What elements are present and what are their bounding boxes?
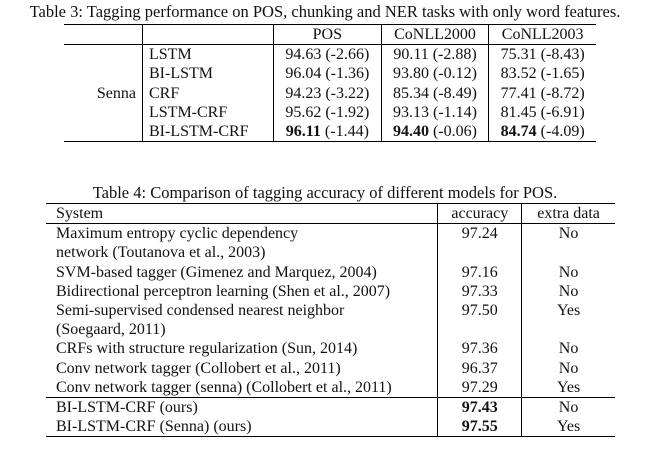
table4-extra: Yes	[556, 302, 581, 320]
table-row: SVM-based tagger (Gimenez and Marquez, 2…	[46, 262, 615, 282]
table3-conll2003: 83.52 (-1.65)	[500, 65, 585, 83]
table-row: BI-LSTM-CRF (ours) 97.43 No	[46, 397, 615, 418]
table3-conll2000: 85.34 (-8.49)	[381, 83, 490, 103]
table4-accuracy: 97.50	[437, 301, 523, 321]
table-row: (Soegaard, 2011)	[46, 320, 615, 340]
table4-system: Conv network tagger (Collobert et al., 2…	[46, 358, 439, 378]
table3-model: CRF	[142, 83, 274, 103]
table4-accuracy: 97.29	[437, 377, 523, 398]
score-delta: (-1.44)	[320, 123, 369, 141]
table3: POS CoNLL2000 CoNLL2003 Senna LSTM 94.63…	[64, 24, 596, 143]
score-delta: (-4.09)	[536, 123, 585, 141]
table3-header-pos: POS	[273, 24, 382, 46]
table4-accuracy: 96.37	[437, 358, 523, 378]
table4-accuracy: 97.43	[437, 397, 523, 418]
table4-accuracy: 97.24	[437, 223, 523, 244]
score-delta: (-0.06)	[429, 123, 477, 141]
table3-caption: Table 3: Tagging performance on POS, chu…	[29, 2, 621, 21]
table4-system: Bidirectional perceptron learning (Shen …	[46, 281, 439, 302]
table3-model: LSTM-CRF	[142, 102, 274, 123]
table3-pos: 96.11 (-1.44)	[273, 122, 382, 142]
table-row: BI-LSTM 96.04 (-1.36) 93.80 (-0.12) 83.5…	[64, 64, 596, 84]
table4-system: network (Toutanova et al., 2003)	[46, 243, 439, 263]
table3-pos: 96.04 (-1.36)	[273, 64, 382, 84]
table4-accuracy: 97.36	[437, 339, 523, 359]
table4-extra: No	[558, 225, 579, 243]
table4-system: (Soegaard, 2011)	[46, 320, 439, 340]
best-score: 94.40	[393, 123, 430, 141]
table3-header-feature	[64, 24, 143, 46]
table4-header-extra: extra data	[521, 203, 615, 225]
best-score: 97.55	[461, 418, 498, 436]
table4-system: BI-LSTM-CRF (ours)	[46, 397, 439, 418]
table4-caption: Table 4: Comparison of tagging accuracy …	[92, 183, 558, 202]
table4-system: BI-LSTM-CRF (Senna) (ours)	[46, 417, 439, 437]
table-row: Conv network tagger (Collobert et al., 2…	[46, 358, 615, 378]
table4-extra: No	[558, 282, 579, 300]
table4-accuracy: 97.55	[437, 417, 523, 437]
table3-model: LSTM	[142, 44, 274, 65]
table-row: Semi-supervised condensed nearest neighb…	[46, 301, 615, 321]
table4: System accuracy extra data Maximum entro…	[46, 203, 615, 438]
table4-extra	[522, 320, 615, 339]
table3-conll2003: 81.45 (-6.91)	[500, 103, 585, 121]
table3-conll2000: 94.40 (-0.06)	[381, 122, 490, 142]
table3-header-conll2003: CoNLL2003	[488, 24, 596, 46]
table4-system: CRFs with structure regularization (Sun,…	[46, 339, 439, 359]
table-row: BI-LSTM-CRF (Senna) (ours) 97.55 Yes	[46, 417, 615, 437]
table3-pos: 95.62 (-1.92)	[273, 102, 382, 123]
table3-conll2000: 93.80 (-0.12)	[381, 64, 490, 84]
table-row: CRF 94.23 (-3.22) 85.34 (-8.49) 77.41 (-…	[64, 83, 596, 103]
table3-conll2003: 77.41 (-8.72)	[500, 84, 585, 102]
table3-model: BI-LSTM-CRF	[142, 122, 274, 142]
table-row: BI-LSTM-CRF 96.11 (-1.44) 94.40 (-0.06) …	[64, 122, 596, 142]
table4-system: Semi-supervised condensed nearest neighb…	[46, 301, 439, 321]
table-row: Conv network tagger (senna) (Collobert e…	[46, 377, 615, 398]
table4-extra: No	[558, 359, 579, 377]
table4-accuracy: 97.33	[437, 281, 523, 302]
table3-feature-group: Senna	[64, 44, 143, 142]
table3-header-model	[142, 24, 274, 46]
best-score: 84.74	[500, 123, 537, 141]
table4-header-accuracy: accuracy	[437, 203, 523, 225]
table4-extra: Yes	[556, 418, 581, 436]
table4-header-system: System	[46, 203, 439, 225]
table-row: CRFs with structure regularization (Sun,…	[46, 339, 615, 359]
best-score: 97.43	[461, 399, 498, 417]
table3-pos: 94.23 (-3.22)	[273, 83, 382, 103]
table3-conll2000: 90.11 (-2.88)	[381, 44, 490, 65]
table-row: Bidirectional perceptron learning (Shen …	[46, 281, 615, 302]
table4-extra: No	[521, 397, 615, 418]
table4-extra: No	[558, 340, 579, 358]
table4-extra: Yes	[556, 378, 581, 396]
table-row: Senna LSTM 94.63 (-2.66) 90.11 (-2.88) 7…	[64, 44, 596, 142]
table3-header-conll2000: CoNLL2000	[381, 24, 490, 46]
best-score: 96.11	[285, 123, 321, 141]
table-row: LSTM-CRF 95.62 (-1.92) 93.13 (-1.14) 81.…	[64, 102, 596, 123]
table4-system: Maximum entropy cyclic dependency	[46, 223, 439, 244]
table-row: network (Toutanova et al., 2003)	[46, 243, 615, 263]
table4-extra	[522, 243, 615, 262]
table4-extra: No	[558, 263, 579, 281]
table4-system: Conv network tagger (senna) (Collobert e…	[46, 377, 439, 398]
table3-conll2000: 93.13 (-1.14)	[381, 102, 490, 123]
table4-accuracy: 97.16	[437, 262, 523, 282]
table4-system: SVM-based tagger (Gimenez and Marquez, 2…	[46, 262, 439, 282]
table4-accuracy	[437, 320, 523, 340]
table-row: Maximum entropy cyclic dependency 97.24 …	[46, 223, 615, 244]
table3-pos: 94.63 (-2.66)	[273, 44, 382, 65]
table3-conll2003: 84.74 (-4.09)	[489, 122, 596, 142]
table3-header-row: POS CoNLL2000 CoNLL2003	[64, 24, 596, 46]
table3-conll2003: 75.31 (-8.43)	[500, 46, 585, 64]
table3-model: BI-LSTM	[142, 64, 274, 84]
table4-accuracy	[437, 243, 523, 263]
table4-header-row: System accuracy extra data	[46, 203, 615, 225]
